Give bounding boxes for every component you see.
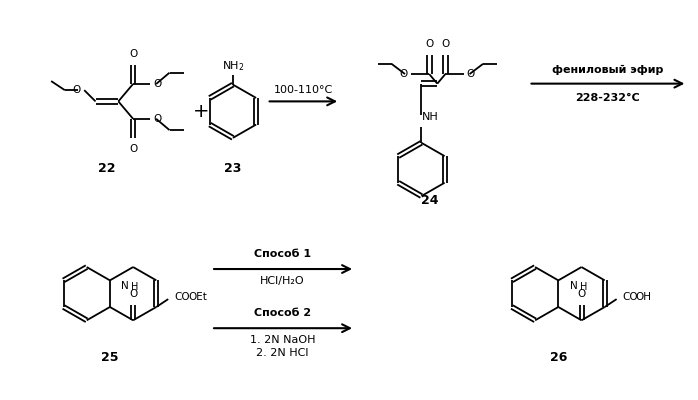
Text: фениловый эфир: фениловый эфир — [552, 65, 664, 75]
Text: OEt: OEt — [188, 292, 207, 302]
Text: O: O — [425, 39, 433, 49]
Text: NH$_2$: NH$_2$ — [222, 59, 244, 73]
Text: Способ 1: Способ 1 — [254, 249, 311, 259]
Text: 1. 2N NaOH: 1. 2N NaOH — [250, 335, 315, 345]
Text: H: H — [580, 282, 587, 292]
Text: O: O — [153, 79, 161, 89]
Text: O: O — [400, 69, 408, 79]
Text: O: O — [72, 85, 80, 95]
Text: CO: CO — [623, 292, 638, 302]
Text: HCl/H₂O: HCl/H₂O — [260, 276, 305, 286]
Text: NH: NH — [422, 112, 439, 122]
Text: O: O — [466, 69, 475, 79]
Text: O: O — [129, 289, 138, 299]
Text: O: O — [577, 289, 586, 299]
Text: 2. 2N HCl: 2. 2N HCl — [256, 348, 309, 358]
Text: 25: 25 — [101, 351, 119, 364]
Text: OH: OH — [635, 292, 651, 302]
Text: N: N — [121, 281, 129, 291]
Text: O: O — [441, 39, 450, 49]
Text: O: O — [129, 144, 137, 154]
Text: O: O — [153, 114, 161, 124]
Text: Способ 2: Способ 2 — [254, 308, 311, 318]
Text: +: + — [193, 102, 209, 121]
Text: 24: 24 — [421, 194, 438, 206]
Text: 100-110°C: 100-110°C — [274, 84, 333, 94]
Text: O: O — [129, 49, 137, 59]
Text: N: N — [570, 281, 577, 291]
Text: CO: CO — [174, 292, 190, 302]
Text: 22: 22 — [98, 162, 116, 175]
Text: H: H — [131, 282, 139, 292]
Text: 26: 26 — [549, 351, 567, 364]
Text: 23: 23 — [224, 162, 242, 175]
Text: 228-232°C: 228-232°C — [576, 94, 640, 104]
